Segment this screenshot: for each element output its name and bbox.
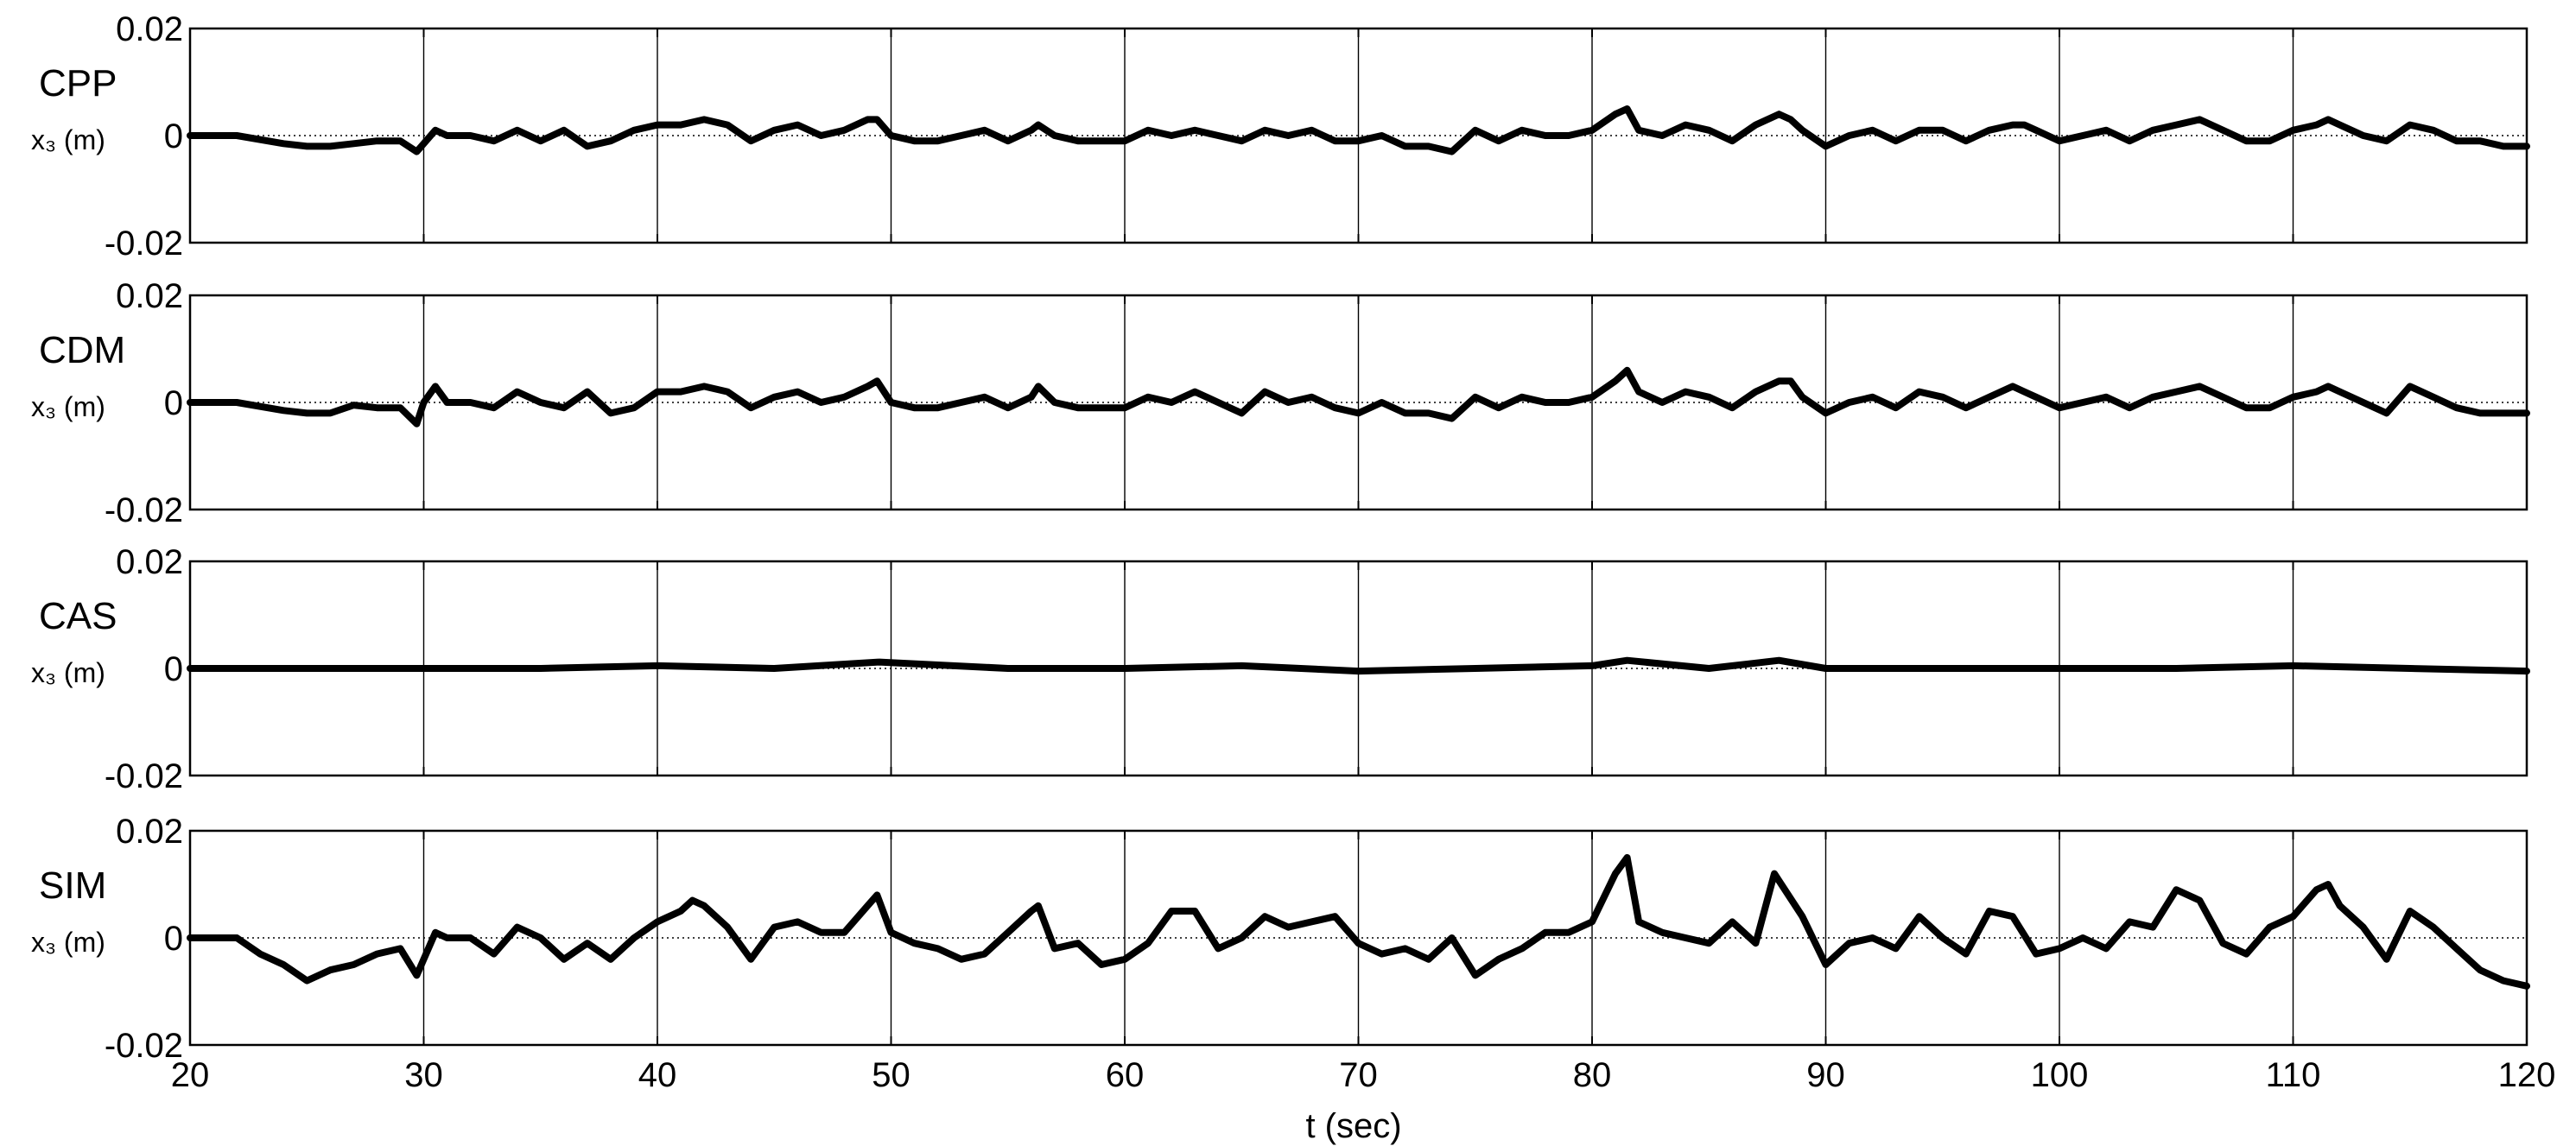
x-tick-label: 80 xyxy=(1573,1056,1612,1094)
x-tick-label: 120 xyxy=(2498,1056,2556,1094)
y-tick-label: -0.02 xyxy=(105,225,183,263)
x-tick-label: 40 xyxy=(638,1056,677,1094)
panel-cas: 0.02 0 -0.02 CAS x₃ (m) xyxy=(31,543,2530,795)
series-line-cdm xyxy=(187,366,2530,427)
series-line-cas xyxy=(187,656,2530,675)
y-tick-label: -0.02 xyxy=(105,757,183,795)
panel-cpp: 0.02 0 -0.02 CPP x₃ (m) xyxy=(31,10,2530,263)
y-axis-label: x₃ (m) xyxy=(31,927,105,958)
plot-frame xyxy=(188,560,2528,777)
y-axis-label: x₃ (m) xyxy=(31,391,105,422)
x-tick-label: 50 xyxy=(872,1056,910,1094)
y-tick-label: 0 xyxy=(164,384,183,422)
x-tick-label: 100 xyxy=(2031,1056,2089,1094)
panel-title: CPP xyxy=(39,62,117,104)
x-axis-label: t (sec) xyxy=(1305,1107,1401,1145)
panel-title: CAS xyxy=(39,595,117,637)
x-tick-label: 70 xyxy=(1339,1056,1378,1094)
x-tick-label: 30 xyxy=(404,1056,443,1094)
plot-frame xyxy=(188,829,2528,1047)
x-tick-label: 110 xyxy=(2266,1056,2321,1094)
panel-sim: 0.02 0 -0.02 SIM x₃ (m) 20 30 40 50 60 70 80 90 100 11… xyxy=(31,813,2555,1094)
panel-title: CDM xyxy=(39,329,125,371)
y-tick-label: 0 xyxy=(164,650,183,688)
y-tick-label: -0.02 xyxy=(105,491,183,529)
y-tick-label: 0.02 xyxy=(116,10,183,48)
y-tick-label: 0 xyxy=(164,920,183,958)
x-tick-label: 20 xyxy=(171,1056,210,1094)
panel-cdm: 0.02 0 -0.02 CDM x₃ (m) xyxy=(31,277,2530,529)
x-tick-label: 90 xyxy=(1806,1056,1845,1094)
series-line-sim xyxy=(187,854,2530,990)
y-tick-label: 0.02 xyxy=(116,277,183,315)
y-axis-label: x₃ (m) xyxy=(31,124,105,155)
plot-frame xyxy=(188,27,2528,244)
y-axis-label: x₃ (m) xyxy=(31,657,105,688)
plot-frame xyxy=(188,294,2528,511)
panel-title: SIM xyxy=(39,864,106,907)
y-tick-label: -0.02 xyxy=(105,1027,183,1065)
y-tick-label: 0 xyxy=(164,117,183,155)
series-line-cpp xyxy=(187,105,2530,155)
y-tick-label: 0.02 xyxy=(116,543,183,581)
x-tick-label: 60 xyxy=(1106,1056,1145,1094)
y-tick-label: 0.02 xyxy=(116,813,183,851)
